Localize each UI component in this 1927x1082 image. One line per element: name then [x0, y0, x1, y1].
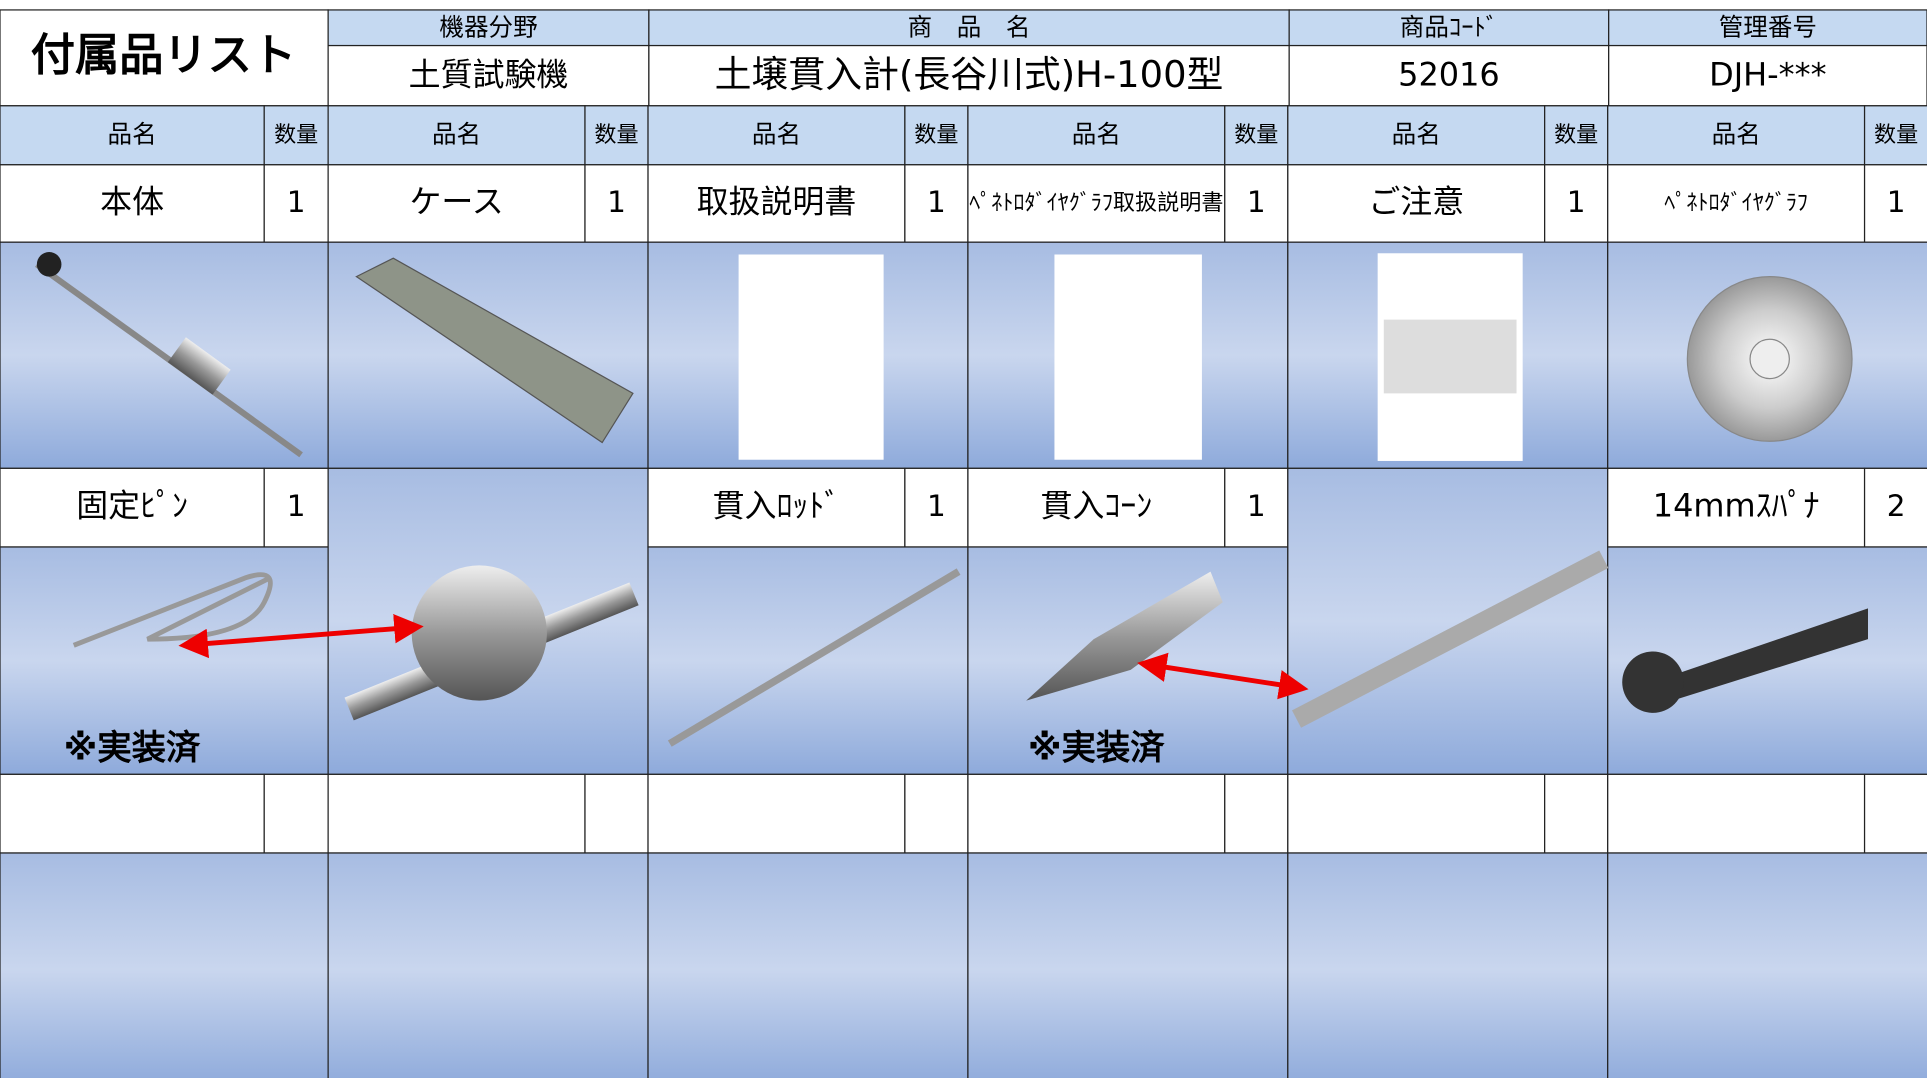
cell [327, 773, 586, 854]
cell [647, 164, 906, 243]
cell [648, 9, 1290, 47]
cell [584, 164, 649, 243]
cell [1544, 773, 1609, 854]
cell [967, 105, 1226, 166]
cell-text: 品名 [108, 119, 157, 148]
cell-text: 14mmｽﾊﾟﾅ [1653, 487, 1820, 525]
cell-text: ご注意 [1368, 182, 1464, 220]
cell-text: 1 [1887, 185, 1906, 219]
cell [647, 105, 906, 166]
cell [327, 164, 586, 243]
cell-text: 1 [287, 185, 306, 219]
cell [904, 467, 969, 548]
cell [584, 105, 649, 166]
cell [327, 105, 586, 166]
cell [904, 773, 969, 854]
cell [1224, 164, 1289, 243]
cell [0, 105, 265, 166]
cell [0, 546, 329, 775]
cell [904, 164, 969, 243]
cell-text: 品名 [1072, 119, 1121, 148]
cell [1288, 9, 1610, 47]
cell [1287, 773, 1546, 854]
cell-text: 1 [1247, 185, 1266, 219]
cell [0, 773, 265, 854]
cell-text: 数量 [1874, 122, 1918, 148]
cell-text: 1 [927, 185, 946, 219]
cell [327, 852, 649, 1082]
note: ※実装済 [1028, 728, 1165, 768]
cell-text: 52016 [1398, 55, 1500, 93]
note: ※実装済 [64, 728, 201, 768]
cell-text: 1 [1247, 489, 1266, 523]
cell [263, 773, 329, 854]
cell [263, 467, 329, 548]
cell-text: 数量 [274, 122, 318, 148]
cell-text: 本体 [100, 182, 164, 220]
cell-text: 取扱説明書 [697, 182, 857, 220]
cell-text: 数量 [914, 122, 958, 148]
cell-text: 付属品リスト [31, 30, 296, 81]
cell-text: 品名 [432, 119, 481, 148]
cell-text: 1 [927, 489, 946, 523]
cell [648, 44, 1290, 107]
cell [967, 773, 1226, 854]
cell-text: 管理番号 [1719, 12, 1817, 41]
cell-text: 品名 [1712, 119, 1761, 148]
cell-text: 1 [287, 489, 306, 523]
cell [1607, 852, 1927, 1082]
cell-text: 品名 [1392, 119, 1441, 148]
cell [1863, 467, 1927, 548]
cell [1224, 773, 1289, 854]
cell-text: 1 [607, 185, 626, 219]
cell-text: 数量 [594, 122, 638, 148]
cell [0, 164, 265, 243]
cell [1287, 105, 1546, 166]
cell-text: 品名 [752, 119, 801, 148]
pictures [35, 252, 1869, 747]
cell [1607, 164, 1866, 243]
cell [1288, 44, 1610, 107]
cell-text: 土質試験機 [409, 55, 569, 93]
cell-text: ﾍﾟﾈﾄﾛﾀﾞｲﾔｸﾞﾗﾌ取扱説明書 [969, 190, 1223, 216]
cell [0, 9, 329, 107]
cell [1287, 164, 1546, 243]
cell [263, 164, 329, 243]
cell [967, 852, 1289, 1082]
cell [0, 852, 329, 1082]
cell-text: 商 品 名 [908, 12, 1031, 41]
cell [1607, 105, 1866, 166]
cell-text: 貫入ｺｰﾝ [1040, 487, 1152, 525]
cell [1863, 773, 1927, 854]
cell-text: 固定ﾋﾟﾝ [76, 487, 188, 525]
cell [0, 467, 265, 548]
cell-text: 貫入ﾛｯﾄﾞ [713, 487, 841, 525]
cell-text: 機器分野 [439, 12, 537, 41]
cell-text: 数量 [1554, 122, 1598, 148]
cell-text: ケース [409, 182, 503, 220]
cell-text: 2 [1887, 489, 1906, 523]
cell-text: DJH-*** [1709, 55, 1826, 93]
cell [647, 852, 969, 1082]
cell-text: 商品ｺｰﾄﾞ [1400, 12, 1498, 41]
cell-text: ﾍﾟﾈﾄﾛﾀﾞｲﾔｸﾞﾗﾌ [1664, 190, 1808, 216]
cell [647, 773, 906, 854]
cell-text: 1 [1567, 185, 1586, 219]
cell [1224, 467, 1289, 548]
cell [584, 773, 649, 854]
cell-text: 土壌貫入計(長谷川式)H-100型 [715, 53, 1224, 96]
cell [1607, 773, 1866, 854]
cell [327, 9, 650, 47]
cell [1287, 467, 1609, 775]
cell [904, 105, 969, 166]
cell [967, 164, 1226, 243]
cell-text: 数量 [1234, 122, 1278, 148]
cell [1287, 852, 1609, 1082]
